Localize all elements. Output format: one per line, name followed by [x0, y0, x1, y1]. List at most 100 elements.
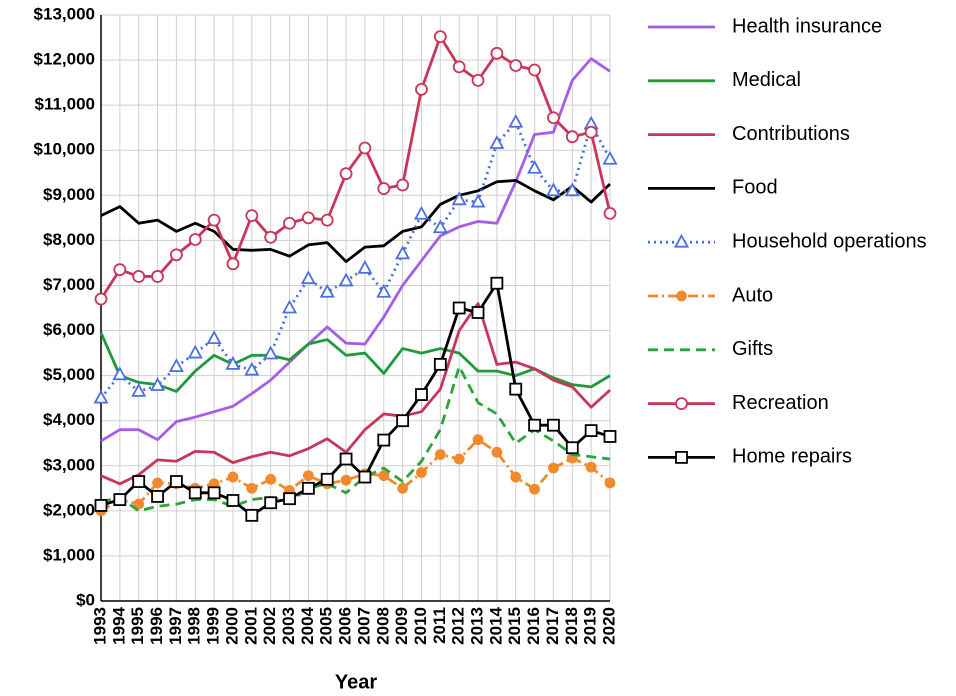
point [226, 494, 240, 507]
point [94, 292, 108, 306]
point [584, 424, 598, 438]
point [673, 233, 690, 248]
point [565, 441, 579, 455]
x-tick-label: 2002 [260, 607, 279, 645]
point [113, 263, 127, 277]
point [302, 470, 314, 482]
point [133, 498, 145, 510]
point [188, 233, 202, 246]
point [415, 388, 428, 401]
series-line [100, 57, 611, 443]
y-tick-label: $5,000 [43, 365, 95, 384]
x-tick-label: 2018 [562, 607, 581, 645]
point [471, 73, 485, 87]
legend-label: Contributions [732, 123, 850, 145]
point [206, 330, 222, 345]
x-tick-label: 1999 [204, 607, 223, 645]
y-tick-label: $2,000 [43, 500, 95, 519]
legend-label: Household operations [732, 230, 927, 252]
point [602, 150, 618, 165]
point [132, 270, 146, 283]
series-line [99, 120, 612, 400]
point [264, 496, 278, 510]
y-tick-label: $12,000 [34, 50, 95, 69]
x-tick-label: 2017 [543, 607, 562, 645]
point [453, 453, 465, 465]
point [151, 270, 164, 283]
point [604, 477, 616, 489]
x-tick-label: 2004 [298, 606, 317, 644]
legend-label: Health insurance [732, 15, 882, 37]
point [282, 299, 298, 314]
point [207, 486, 221, 500]
series-line [100, 281, 611, 517]
x-tick-label: 2019 [581, 607, 600, 645]
point [675, 450, 688, 464]
point [433, 357, 447, 371]
point [413, 205, 429, 220]
point [528, 418, 541, 432]
series-line [99, 35, 612, 300]
x-tick-label: 2012 [449, 607, 468, 645]
x-tick-label: 2014 [486, 606, 505, 644]
point [676, 290, 687, 302]
x-tick-label: 2010 [411, 607, 430, 645]
point [470, 193, 486, 208]
point [378, 470, 390, 482]
point [433, 30, 447, 44]
point [508, 113, 524, 128]
x-tick-label: 1994 [109, 606, 128, 644]
point [187, 344, 203, 359]
point [509, 382, 523, 396]
y-tick-label: $0 [76, 590, 95, 609]
point [264, 230, 278, 244]
point [113, 493, 127, 506]
point [490, 46, 504, 60]
point [319, 283, 335, 298]
x-tick-label: 2013 [468, 607, 487, 645]
x-tick-label: 2007 [354, 607, 373, 645]
x-tick-label: 2006 [336, 607, 355, 645]
point [565, 130, 579, 144]
point [584, 125, 598, 139]
point [151, 490, 164, 503]
x-tick-label: 1996 [147, 607, 166, 645]
point [112, 366, 128, 381]
series-line [99, 332, 611, 393]
point [396, 414, 410, 428]
x-tick-label: 2011 [430, 607, 449, 644]
point [301, 211, 315, 225]
point [94, 499, 108, 512]
point [585, 461, 597, 473]
x-axis-label: Year [335, 671, 377, 693]
legend-label: Recreation [732, 392, 829, 414]
point [150, 377, 166, 391]
series-line [100, 302, 611, 486]
point [397, 482, 409, 494]
point [489, 135, 505, 149]
x-tick-label: 1998 [185, 607, 204, 645]
y-tick-label: $4,000 [43, 410, 95, 429]
point [300, 270, 316, 285]
point [283, 216, 296, 230]
legend-label: Food [732, 177, 778, 199]
point [395, 245, 411, 260]
x-tick-label: 1993 [90, 607, 109, 645]
point [244, 361, 260, 376]
y-tick-label: $3,000 [43, 455, 95, 474]
point [451, 191, 467, 206]
x-tick-label: 1997 [166, 607, 185, 645]
point [152, 477, 163, 489]
point [358, 141, 372, 155]
point [188, 486, 202, 500]
point [245, 209, 259, 222]
point [131, 383, 147, 397]
point [603, 430, 617, 443]
point [265, 473, 277, 485]
point [283, 492, 296, 506]
legend-label: Medical [732, 69, 801, 91]
x-tick-label: 2001 [241, 607, 260, 645]
x-tick-label: 2015 [505, 607, 524, 645]
point [529, 483, 540, 495]
y-tick-label: $6,000 [43, 320, 95, 339]
